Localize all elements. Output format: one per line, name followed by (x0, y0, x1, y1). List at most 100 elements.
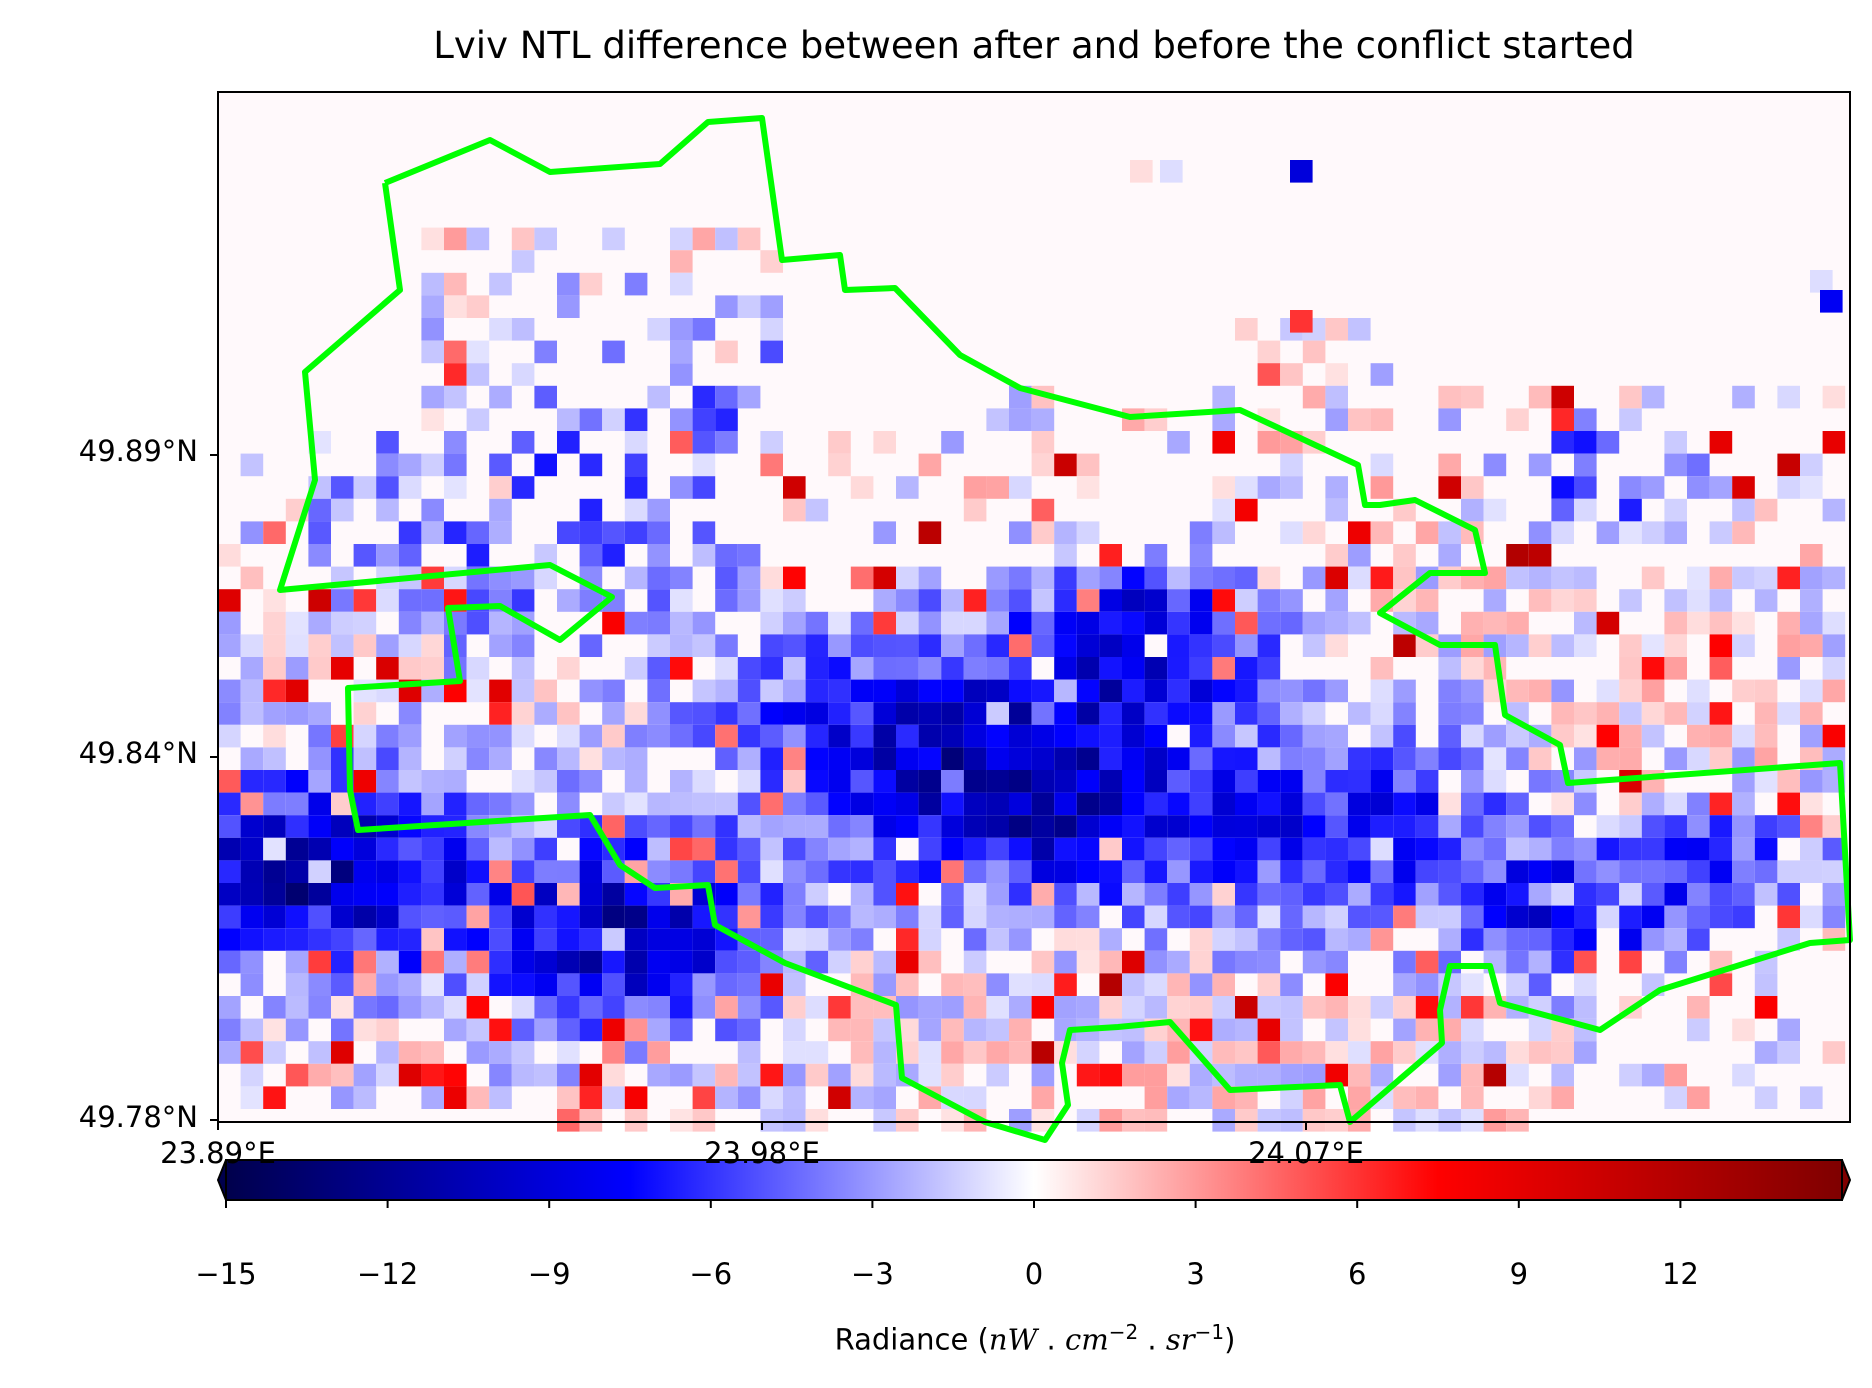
ntl-pixel (1099, 679, 1122, 703)
ntl-pixel (715, 340, 738, 364)
ntl-pixel (850, 1063, 874, 1087)
ntl-pixel (1822, 498, 1846, 522)
ntl-pixel (783, 1063, 806, 1087)
ntl-pixel (511, 973, 535, 996)
ntl-pixel (557, 295, 580, 318)
ntl-pixel (918, 679, 942, 703)
ntl-pixel (1144, 702, 1168, 725)
ntl-pixel (353, 476, 377, 499)
ntl-pixel (1302, 815, 1326, 838)
ntl-pixel (285, 815, 309, 838)
ntl-pixel (263, 792, 286, 816)
ntl-pixel (715, 544, 738, 567)
ntl-pixel (557, 950, 580, 974)
ntl-pixel (1257, 792, 1281, 816)
ntl-pixel (783, 1041, 806, 1064)
ntl-pixel (1393, 747, 1416, 770)
ntl-pixel (308, 928, 331, 951)
ntl-pixel (308, 747, 331, 770)
ntl-pixel (1257, 611, 1281, 635)
ntl-pixel (896, 702, 919, 725)
ntl-pixel (1099, 747, 1122, 770)
ntl-pixel (1167, 996, 1190, 1019)
ntl-pixel (624, 498, 648, 522)
ntl-pixel (1415, 521, 1439, 544)
ntl-pixel (1325, 1063, 1348, 1087)
ntl-pixel (1800, 905, 1823, 929)
ntl-pixel (737, 227, 761, 251)
ntl-pixel (1144, 566, 1168, 590)
ntl-pixel (1235, 318, 1258, 341)
ntl-pixel (850, 634, 874, 657)
ntl-pixel (1348, 702, 1371, 725)
ntl-pixel (1257, 566, 1281, 590)
ntl-pixel (760, 250, 783, 273)
ntl-pixel (1235, 1018, 1258, 1042)
ntl-pixel (737, 747, 761, 770)
ntl-pixel (1302, 1063, 1326, 1087)
ntl-pixel (1167, 815, 1190, 838)
ntl-pixel (444, 973, 467, 996)
ntl-pixel (850, 1041, 874, 1064)
ntl-pixel (1212, 1041, 1235, 1064)
ntl-pixel (1302, 996, 1326, 1019)
ntl-pixel (1370, 702, 1394, 725)
ntl-pixel (1483, 996, 1507, 1019)
ntl-pixel (511, 227, 535, 251)
ntl-pixel (444, 747, 467, 770)
ntl-pixel (466, 724, 490, 748)
ntl-pixel (805, 815, 829, 838)
ntl-pixel (1438, 860, 1461, 883)
ntl-pixel (263, 996, 286, 1019)
ntl-pixel (557, 996, 580, 1019)
ntl-pixel (1732, 747, 1755, 770)
ntl-pixel (1800, 1086, 1823, 1109)
ntl-pixel (692, 227, 716, 251)
ntl-pixel (760, 928, 783, 951)
ntl-pixel (218, 996, 241, 1019)
ntl-pixel (1754, 1086, 1778, 1109)
ntl-pixel (918, 950, 942, 974)
ntl-pixel (1009, 747, 1032, 770)
ntl-pixel (1144, 408, 1168, 431)
ntl-pixel (1235, 657, 1258, 680)
ntl-pixel (1235, 860, 1258, 883)
ntl-pixel (602, 973, 625, 996)
ntl-pixel (376, 883, 399, 906)
ntl-pixel (1393, 996, 1416, 1019)
ntl-pixel (353, 928, 377, 951)
ntl-pixel (1325, 996, 1348, 1019)
ntl-pixel (1800, 724, 1823, 748)
ntl-pixel (1551, 521, 1574, 544)
ntl-pixel (715, 996, 738, 1019)
ntl-pixel (1099, 996, 1122, 1019)
ntl-pixel (1370, 1041, 1394, 1064)
ntl-pixel (218, 589, 241, 612)
ntl-pixel (1009, 521, 1032, 544)
ntl-pixel (1551, 883, 1574, 906)
ntl-pixel (1325, 973, 1348, 996)
ntl-pixel (240, 1086, 264, 1109)
ntl-pixel (783, 905, 806, 929)
ntl-pixel (1822, 566, 1846, 590)
ntl-pixel (218, 679, 241, 703)
ntl-pixel (557, 860, 580, 883)
ntl-pixel (1664, 1063, 1687, 1087)
ntl-pixel (873, 679, 896, 703)
ntl-pixel (670, 1018, 693, 1042)
ntl-pixel (579, 1086, 603, 1109)
ntl-pixel (1099, 724, 1122, 748)
ntl-pixel (1302, 883, 1326, 906)
ntl-pixel (1415, 996, 1439, 1019)
ntl-pixel (1212, 905, 1235, 929)
ntl-pixel (1438, 385, 1461, 409)
ntl-pixel (1212, 724, 1235, 748)
ntl-pixel (1189, 996, 1213, 1019)
ntl-pixel (986, 905, 1009, 929)
ntl-pixel (376, 1063, 399, 1087)
ntl-pixel (918, 792, 942, 816)
ntl-pixel (692, 860, 716, 883)
ntl-pixel (1348, 1018, 1371, 1042)
ntl-pixel (331, 611, 354, 635)
ntl-pixel (1144, 905, 1168, 929)
